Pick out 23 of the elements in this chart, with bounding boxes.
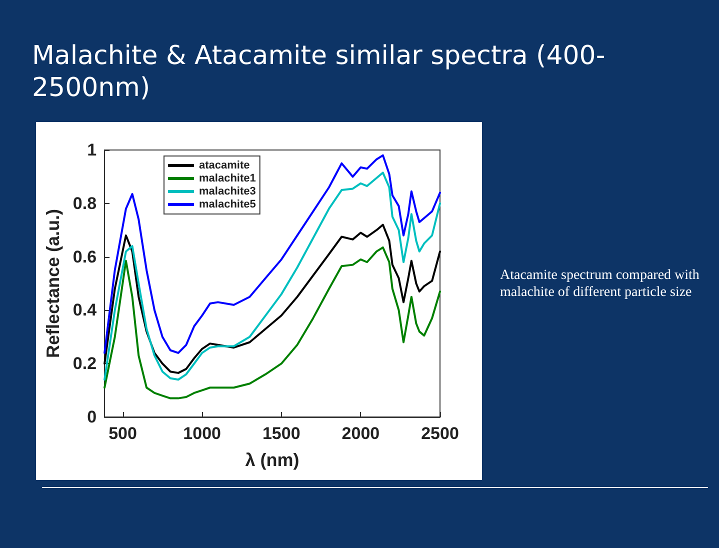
line-series [104, 154, 441, 354]
y-axis-title: Reflectance (a.u.) [43, 208, 63, 358]
line-series [104, 172, 441, 381]
x-axis-title: λ (nm) [245, 450, 300, 470]
y-tick-label: 0.2 [72, 354, 97, 374]
x-tick-label: 2000 [342, 424, 380, 443]
line-series [104, 224, 441, 374]
line-series [104, 246, 441, 400]
x-tick-label: 500 [108, 424, 137, 443]
x-tick-label: 1000 [183, 424, 221, 443]
y-tick-label: 1 [87, 140, 97, 160]
x-tick-label: 2500 [421, 424, 459, 443]
legend-label: malachite1 [199, 172, 256, 184]
text: Atacamite spectrum compared with malachite of different particle size [500, 267, 700, 301]
legend-label: malachite5 [199, 198, 256, 210]
legend-label: atacamite [199, 160, 250, 172]
x-tick-label: 1500 [262, 424, 300, 443]
y-tick-label: 0.4 [72, 300, 98, 320]
y-tick-label: 0.6 [72, 247, 97, 266]
y-tick-label: 0.8 [72, 194, 97, 213]
y-tick-label: 0 [87, 408, 97, 426]
chart-title: Malachite & Atacamite similar spectra (400-2500nm) [32, 40, 606, 104]
legend-label: malachite3 [199, 186, 256, 198]
